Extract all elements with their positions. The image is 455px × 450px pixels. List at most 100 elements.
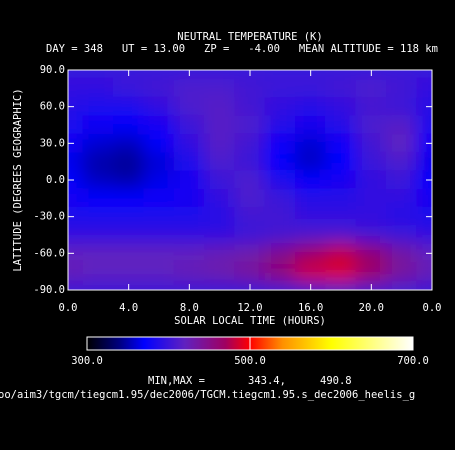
heatmap-cell bbox=[143, 70, 175, 80]
heatmap-cell bbox=[82, 170, 114, 190]
heatmap-cell bbox=[325, 78, 357, 98]
heatmap-cell bbox=[234, 262, 266, 282]
heatmap-cell bbox=[204, 133, 236, 153]
heatmap-cell bbox=[113, 152, 145, 172]
heatmap-cell bbox=[325, 243, 357, 263]
x-tick-label: 16.0 bbox=[298, 302, 323, 314]
heatmap-cell bbox=[386, 152, 418, 172]
heatmap-cell bbox=[204, 78, 236, 98]
heatmap-cell bbox=[264, 170, 296, 190]
heatmap-cell bbox=[355, 115, 387, 135]
x-tick-label: 20.0 bbox=[359, 302, 384, 314]
heatmap-cell bbox=[82, 262, 114, 282]
heatmap-cell bbox=[264, 97, 296, 117]
heatmap-cell bbox=[82, 280, 114, 290]
plot-area bbox=[68, 70, 432, 290]
heatmap-cell bbox=[143, 152, 175, 172]
colorbar-tick-label: 300.0 bbox=[71, 355, 103, 367]
heatmap-cell bbox=[234, 225, 266, 245]
heatmap-cell bbox=[82, 78, 114, 98]
y-tick-label: 0.0 bbox=[46, 174, 65, 186]
heatmap-cell bbox=[416, 70, 432, 80]
y-tick-label: 30.0 bbox=[40, 137, 65, 149]
heatmap-cell bbox=[113, 133, 145, 153]
heatmap-cell bbox=[82, 207, 114, 227]
heatmap-cell bbox=[234, 115, 266, 135]
heatmap-cell bbox=[113, 115, 145, 135]
heatmap-cell bbox=[234, 97, 266, 117]
heatmap-cell bbox=[386, 97, 418, 117]
heatmap-cell bbox=[264, 262, 296, 282]
heatmap-cell bbox=[386, 133, 418, 153]
heatmap-cell bbox=[295, 133, 327, 153]
heatmap-cell bbox=[204, 243, 236, 263]
heatmap-cell bbox=[416, 225, 432, 245]
heatmap-cell bbox=[113, 207, 145, 227]
heatmap-cell bbox=[173, 243, 205, 263]
heatmap-cell bbox=[416, 97, 432, 117]
heatmap-cell bbox=[173, 170, 205, 190]
heatmap-cell bbox=[295, 225, 327, 245]
heatmap-cell bbox=[68, 70, 84, 80]
colorbar-ticks: 300.0 500.0 700.0 bbox=[71, 337, 429, 367]
heatmap-cell bbox=[416, 280, 432, 290]
heatmap-cell bbox=[234, 78, 266, 98]
minmax-label: MIN,MAX = bbox=[148, 375, 205, 387]
heatmap-cells bbox=[68, 70, 432, 290]
chart-title: NEUTRAL TEMPERATURE (K) bbox=[177, 31, 322, 43]
heatmap-cell bbox=[204, 225, 236, 245]
heatmap-cell bbox=[386, 115, 418, 135]
heatmap-cell bbox=[325, 225, 357, 245]
heatmap-cell bbox=[264, 188, 296, 208]
x-tick-label: 12.0 bbox=[237, 302, 262, 314]
heatmap-cell bbox=[173, 115, 205, 135]
heatmap-cell bbox=[82, 115, 114, 135]
heatmap-cell bbox=[325, 97, 357, 117]
heatmap-cell bbox=[234, 188, 266, 208]
heatmap-cell bbox=[355, 133, 387, 153]
heatmap-cell bbox=[143, 97, 175, 117]
heatmap-cell bbox=[173, 133, 205, 153]
heatmap-cell bbox=[386, 70, 418, 80]
heatmap-cell bbox=[68, 280, 84, 290]
heatmap-cell bbox=[234, 207, 266, 227]
heatmap-cell bbox=[204, 170, 236, 190]
heatmap-cell bbox=[295, 243, 327, 263]
y-tick-label: -30.0 bbox=[33, 211, 65, 223]
heatmap-cell bbox=[68, 97, 84, 117]
heatmap-cell bbox=[113, 188, 145, 208]
heatmap-cell bbox=[143, 243, 175, 263]
heatmap-cell bbox=[416, 262, 432, 282]
heatmap-cell bbox=[325, 152, 357, 172]
heatmap-cell bbox=[325, 170, 357, 190]
heatmap-cell bbox=[113, 97, 145, 117]
heatmap-cell bbox=[386, 280, 418, 290]
file-path: oo/aim3/tgcm/tiegcm1.95/dec2006/TGCM.tie… bbox=[0, 389, 415, 401]
x-tick-label: 8.0 bbox=[180, 302, 199, 314]
heatmap-cell bbox=[143, 225, 175, 245]
heatmap-cell bbox=[325, 280, 357, 290]
heatmap-cell bbox=[234, 170, 266, 190]
heatmap-cell bbox=[173, 78, 205, 98]
heatmap-cell bbox=[82, 225, 114, 245]
heatmap-cell bbox=[143, 188, 175, 208]
heatmap-cell bbox=[68, 133, 84, 153]
heatmap-cell bbox=[113, 243, 145, 263]
heatmap-cell bbox=[386, 207, 418, 227]
heatmap-cell bbox=[68, 152, 84, 172]
colorbar-tick-label: 500.0 bbox=[234, 355, 266, 367]
heatmap-cell bbox=[416, 243, 432, 263]
heatmap-cell bbox=[386, 262, 418, 282]
heatmap-cell bbox=[416, 170, 432, 190]
heatmap-cell bbox=[264, 70, 296, 80]
heatmap-cell bbox=[113, 78, 145, 98]
min-label: 343.4, bbox=[248, 375, 286, 387]
axes: 0.0 4.0 8.0 12.0 16.0 20.0 0.0 90.0 60.0 30.0 0.0 -… bbox=[33, 64, 441, 314]
colorbar-tick-label: 700.0 bbox=[397, 355, 429, 367]
heatmap-cell bbox=[295, 78, 327, 98]
y-tick-label: -60.0 bbox=[33, 247, 65, 259]
heatmap-cell bbox=[204, 152, 236, 172]
heatmap-cell bbox=[416, 207, 432, 227]
heatmap-cell bbox=[264, 225, 296, 245]
heatmap-cell bbox=[82, 70, 114, 80]
